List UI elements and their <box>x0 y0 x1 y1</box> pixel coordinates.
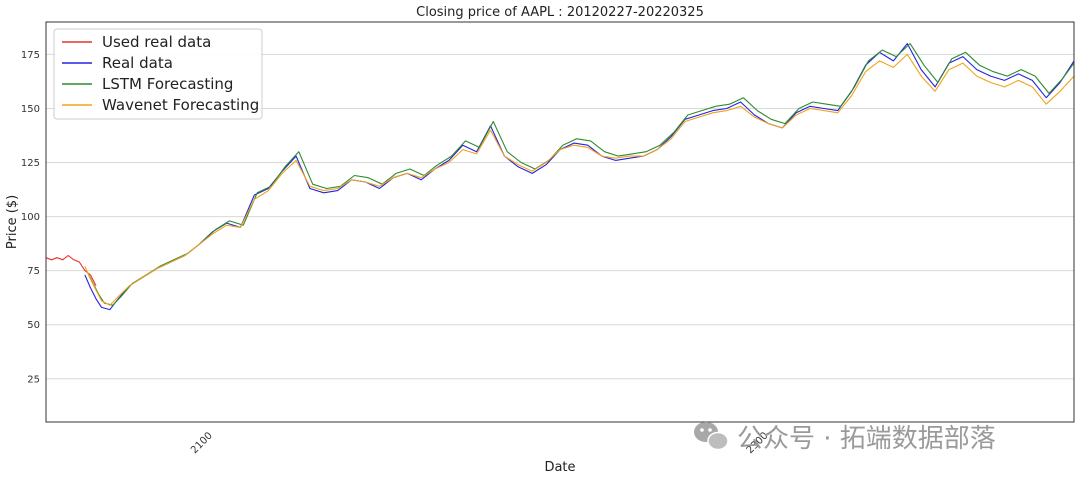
y-tick-label: 125 <box>21 158 40 169</box>
y-tick-label: 50 <box>27 320 40 331</box>
y-tick-label: 150 <box>21 104 40 115</box>
legend-label: Real data <box>102 54 173 72</box>
y-axis-ticks: 25 50 75 100 125 150 175 <box>21 50 40 385</box>
series-line-3 <box>84 53 1075 306</box>
y-tick-label: 25 <box>27 374 40 385</box>
legend-label: Wavenet Forecasting <box>102 96 259 114</box>
series-lines <box>45 43 1075 311</box>
y-tick-label: 175 <box>21 50 40 61</box>
x-axis-label: Date <box>544 460 575 475</box>
legend-label: Used real data <box>102 33 211 51</box>
watermark-text: 公众号 · 拓端数据部落 <box>737 424 996 454</box>
chart-title: Closing price of AAPL : 20120227-2022032… <box>416 5 704 20</box>
legend: Used real data Real data LSTM Forecasting W… <box>53 28 263 120</box>
watermark: 公众号 · 拓端数据部落 <box>694 422 996 454</box>
y-tick-label: 75 <box>27 266 40 277</box>
y-tick-label: 100 <box>21 212 40 223</box>
legend-label: LSTM Forecasting <box>102 75 233 93</box>
x-tick-label: 2100 <box>189 430 215 456</box>
plot-frame <box>45 21 1075 423</box>
series-line-2 <box>87 43 1075 306</box>
y-axis-label: Price ($) <box>5 195 20 249</box>
wechat-icon <box>694 422 729 451</box>
legend-box <box>53 28 263 120</box>
